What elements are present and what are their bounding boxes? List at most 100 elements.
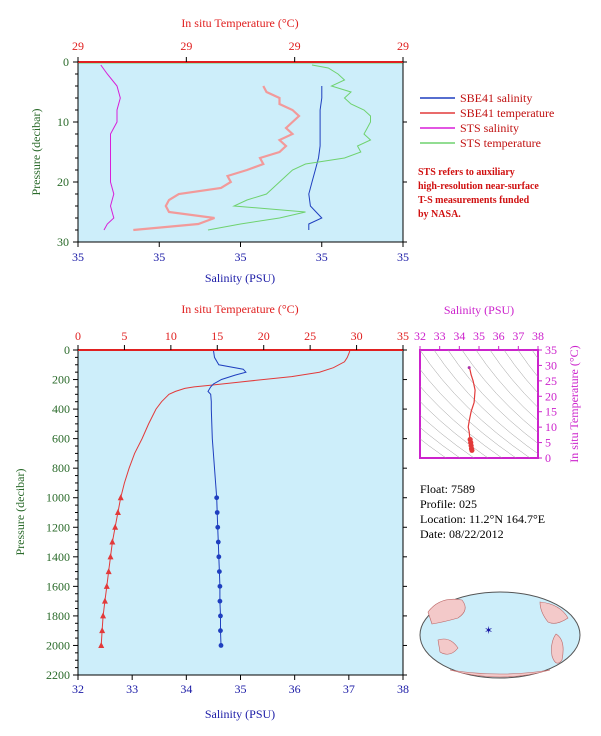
main-temperature-marker xyxy=(101,597,108,604)
inset-temp-tick-label: 20 xyxy=(545,389,557,403)
inset-temp-tick-label: 25 xyxy=(545,374,557,388)
main-temperature-marker xyxy=(98,641,105,648)
main-salinity-marker xyxy=(215,524,221,530)
top-pressure-tick-label: 10 xyxy=(57,115,69,129)
inset-density-contour xyxy=(517,350,538,378)
main-salinity-tick-label: 38 xyxy=(397,682,409,696)
main-temp-tick-label: 15 xyxy=(211,329,223,343)
inset-density-contour xyxy=(475,350,538,421)
sts-note-line-3: T-S measurements funded xyxy=(418,195,530,206)
inset-series-group xyxy=(467,366,476,453)
world-map: ✶ xyxy=(419,591,581,679)
main-salinity-tick-label: 32 xyxy=(72,682,84,696)
top-series-sbe41-temperature xyxy=(133,85,301,232)
inset-temp-tick-label: 10 xyxy=(545,420,557,434)
inset-ts-point xyxy=(469,447,475,453)
main-temperature-marker xyxy=(107,553,114,560)
main-temperature-marker xyxy=(100,612,107,619)
inset-salinity-tick-label: 36 xyxy=(493,329,505,343)
main-chart-pressure-title: Pressure (decibar) xyxy=(13,469,27,556)
main-salinity-tick-label: 37 xyxy=(343,682,355,696)
main-temperature-marker xyxy=(112,523,119,530)
map-landmass-australia xyxy=(437,638,459,655)
map-landmass-south-america xyxy=(551,633,564,664)
main-pressure-tick-label: 1000 xyxy=(46,491,70,505)
top-chart-salinity-title: Salinity (PSU) xyxy=(205,271,275,285)
top-series-sbe41-salinity xyxy=(308,86,323,230)
inset-density-contour xyxy=(433,350,538,455)
inset-temp-tick-label: 30 xyxy=(545,358,557,372)
main-salinity-marker xyxy=(216,569,222,574)
top-temp-tick-label: 29 xyxy=(289,39,301,53)
inset-density-contour xyxy=(447,350,538,444)
main-temperature-line xyxy=(100,349,351,646)
top-salinity-tick-label: 35 xyxy=(153,250,165,264)
top-series-sts-temperature xyxy=(207,64,372,231)
main-pressure-tick-label: 1800 xyxy=(46,609,70,623)
legend-label-sbe41-salinity: SBE41 salinity xyxy=(460,91,532,105)
inset-density-contour xyxy=(420,386,503,458)
main-temp-tick-label: 30 xyxy=(351,329,363,343)
inset-salinity-tick-label: 33 xyxy=(434,329,446,343)
sts-note-line-4: by NASA. xyxy=(418,209,461,220)
main-salinity-marker xyxy=(217,598,223,604)
main-temperature-marker xyxy=(117,494,124,501)
inset-density-contour xyxy=(503,350,538,394)
inset-density-contour xyxy=(420,438,447,458)
map-landmass-north-america xyxy=(539,601,569,624)
sts-note-line-1: STS refers to auxiliary xyxy=(418,167,515,178)
main-chart-temp-title: In situ Temperature (°C) xyxy=(181,302,298,316)
main-pressure-tick-label: 1400 xyxy=(46,550,70,564)
inset-density-contour xyxy=(489,350,538,408)
inset-salinity-tick-label: 35 xyxy=(473,329,485,343)
main-chart-salinity-title: Salinity (PSU) xyxy=(205,707,275,721)
main-temp-tick-label: 25 xyxy=(304,329,316,343)
float-position-marker: ✶ xyxy=(484,624,493,637)
inset-salinity-tick-label: 32 xyxy=(414,329,426,343)
main-temperature-marker xyxy=(114,509,121,515)
main-salinity-marker xyxy=(216,554,222,560)
inset-density-contour xyxy=(420,350,531,458)
float-info: Float: 7589 Profile: 025 Location: 11.2°… xyxy=(420,482,545,541)
main-salinity-marker xyxy=(218,613,223,619)
main-panel: 0 5 10 15 20 25 30 35 32 33 34 35 36 37 38 0 200 400 600 80… xyxy=(13,302,409,721)
inset-density-contour xyxy=(420,427,461,458)
inset-plot-frame xyxy=(419,349,539,459)
main-pressure-tick-label: 800 xyxy=(52,461,70,475)
inset-salinity-title: Salinity (PSU) xyxy=(444,303,514,317)
main-salinity-marker xyxy=(217,583,223,589)
top-ticks-group: 29 29 29 29 35 35 35 35 35 0 10 20 30 xyxy=(57,39,409,264)
inset-temp-tick-label: 0 xyxy=(545,451,551,465)
top-plot-area xyxy=(78,62,403,242)
top-salinity-tick-label: 35 xyxy=(235,250,247,264)
main-ticks-group: 0 5 10 15 20 25 30 35 32 33 34 35 36 37 38 0 200 400 600 80… xyxy=(46,329,409,696)
main-pressure-tick-label: 200 xyxy=(52,373,70,387)
main-temp-tick-label: 5 xyxy=(121,329,127,343)
main-pressure-tick-label: 600 xyxy=(52,432,70,446)
top-chart-pressure-title: Pressure (decibar) xyxy=(29,109,43,196)
top-salinity-tick-label: 35 xyxy=(72,250,84,264)
top-panel: 29 29 29 29 35 35 35 35 35 0 10 20 30 In situ Temper… xyxy=(29,16,409,285)
top-series-sts-salinity xyxy=(100,64,121,231)
inset-temp-tick-label: 15 xyxy=(545,405,557,419)
main-temp-tick-label: 20 xyxy=(258,329,270,343)
main-salinity-marker xyxy=(218,643,224,648)
inset-salinity-tick-label: 37 xyxy=(512,329,524,343)
top-pressure-tick-label: 30 xyxy=(57,235,69,249)
top-salinity-tick-label: 35 xyxy=(397,250,409,264)
main-salinity-marker xyxy=(214,510,220,515)
top-temp-tick-label: 29 xyxy=(180,39,192,53)
main-temperature-marker xyxy=(109,538,116,545)
main-pressure-tick-label: 1600 xyxy=(46,579,70,593)
float-number: Float: 7589 xyxy=(420,482,475,496)
inset-temp-title: In situ Temperature (°C) xyxy=(567,345,581,462)
top-temp-tick-label: 29 xyxy=(72,39,84,53)
top-pressure-tick-label: 0 xyxy=(63,55,69,69)
main-salinity-line xyxy=(207,349,247,646)
top-chart-temp-title: In situ Temperature (°C) xyxy=(181,16,298,30)
main-pressure-tick-label: 2000 xyxy=(46,638,70,652)
legend-label-sts-salinity: STS salinity xyxy=(460,121,519,135)
inset-density-contour xyxy=(461,350,538,433)
main-pressure-tick-label: 1200 xyxy=(46,520,70,534)
